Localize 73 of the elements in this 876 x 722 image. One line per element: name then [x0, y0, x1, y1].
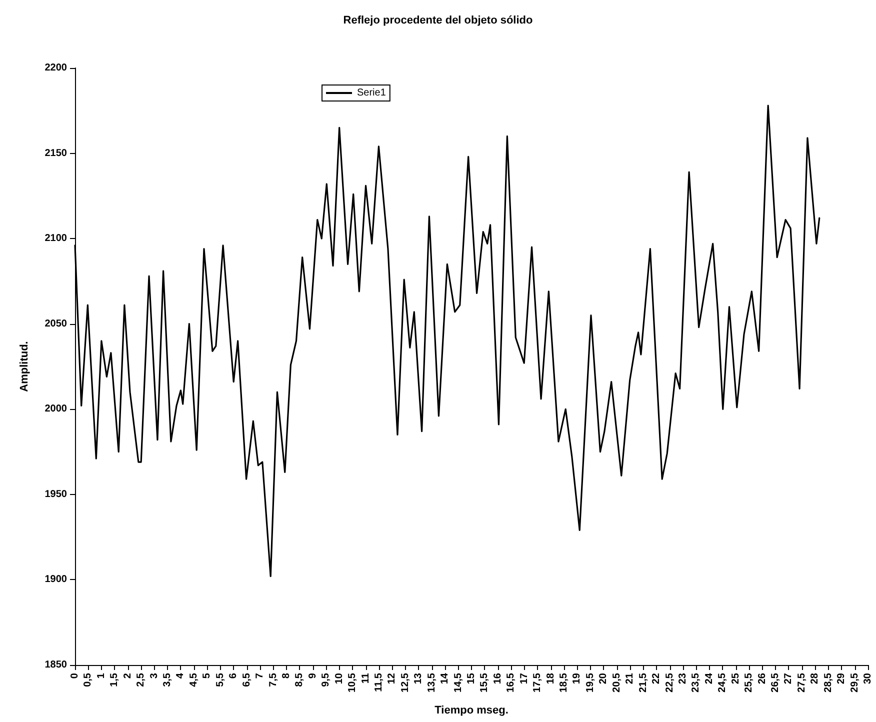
x-tick-label: 26,5 — [770, 672, 781, 692]
x-tick-label: 29,5 — [849, 672, 860, 692]
y-tick-label: 1950 — [44, 488, 68, 500]
x-tick-label: 0,5 — [82, 672, 94, 687]
y-tick-label: 2200 — [44, 62, 68, 74]
x-tick-label: 24,5 — [717, 672, 728, 692]
x-tick-label: 17 — [518, 672, 530, 684]
x-tick-label: 12,5 — [400, 672, 411, 692]
x-tick-label: 18 — [545, 672, 556, 684]
y-tick-label: 2000 — [44, 404, 68, 415]
x-tick-label: 3,5 — [162, 672, 174, 687]
y-tick-label: 2150 — [44, 148, 68, 159]
x-tick-label: 27,5 — [796, 672, 808, 692]
x-tick-label: 22,5 — [664, 672, 676, 692]
x-tick-label: 8,5 — [294, 672, 306, 687]
x-tick-label: 3 — [148, 672, 160, 679]
x-tick-label: 14,5 — [452, 672, 464, 692]
x-tick-label: 15 — [466, 672, 477, 684]
x-tick-label: 25 — [730, 672, 742, 684]
y-axis-title: Amplitud. — [18, 341, 30, 392]
x-tick-label: 1,5 — [109, 672, 120, 687]
x-tick-label: 24 — [704, 672, 715, 684]
y-tick-label: 2050 — [44, 318, 68, 330]
x-tick-label: 4,5 — [188, 672, 200, 687]
x-tick-label: 19,5 — [584, 672, 596, 692]
x-tick-label: 19 — [572, 672, 583, 684]
y-tick-label: 1850 — [44, 660, 68, 670]
x-tick-label: 5 — [202, 672, 213, 679]
y-tick-label: 2100 — [44, 233, 68, 244]
x-tick-label: 14 — [440, 672, 451, 684]
x-tick-label: 22 — [651, 672, 662, 684]
x-tick-label: 0 — [70, 672, 80, 679]
x-tick-label: 28 — [810, 672, 821, 684]
x-tick-label: 9,5 — [320, 672, 332, 687]
x-tick-label: 16,5 — [506, 672, 517, 692]
x-tick-label: 5,5 — [214, 672, 226, 687]
x-tick-label: 18,5 — [558, 672, 570, 692]
x-tick-label: 9 — [307, 672, 318, 679]
x-tick-label: 27 — [783, 672, 794, 684]
x-tick-label: 10,5 — [347, 672, 358, 692]
x-tick-label: 26 — [756, 672, 768, 684]
x-tick-label: 10 — [334, 672, 345, 684]
y-tick-label: 1900 — [44, 574, 68, 586]
x-tick-label: 2 — [122, 672, 134, 679]
x-tick-label: 13 — [413, 672, 424, 684]
x-tick-label: 25,5 — [744, 672, 755, 692]
x-tick-label: 1 — [96, 672, 107, 679]
x-tick-label: 6 — [228, 672, 240, 679]
x-tick-label: 29 — [836, 672, 848, 684]
x-tick-label: 28,5 — [822, 672, 834, 692]
x-tick-label: 6,5 — [241, 672, 252, 687]
x-tick-label: 23,5 — [690, 672, 702, 692]
x-tick-label: 20 — [598, 672, 610, 684]
x-tick-label: 7 — [254, 672, 266, 679]
x-tick-label: 13,5 — [426, 672, 438, 692]
x-tick-label: 20,5 — [611, 672, 622, 692]
x-tick-label: 17,5 — [532, 672, 544, 692]
x-tick-label: 15,5 — [479, 672, 490, 692]
chart-title: Reflejo procedente del objeto sólido — [343, 14, 534, 26]
legend-label: Serie1 — [357, 88, 386, 98]
x-tick-label: 23 — [677, 672, 688, 684]
x-tick-label: 11 — [360, 672, 372, 684]
x-tick-label: 16 — [492, 672, 504, 684]
x-tick-label: 7,5 — [268, 672, 279, 687]
x-tick-label: 21,5 — [638, 672, 649, 692]
x-tick-label: 12 — [386, 672, 398, 684]
x-tick-label: 4 — [175, 672, 186, 679]
x-tick-label: 8 — [280, 672, 292, 679]
x-tick-label: 2,5 — [136, 672, 147, 687]
x-tick-label: 11,5 — [373, 672, 384, 692]
x-tick-label: 21 — [624, 672, 636, 684]
x-axis-title: Tiempo mseg. — [434, 704, 508, 716]
x-tick-label: 30 — [862, 672, 874, 684]
